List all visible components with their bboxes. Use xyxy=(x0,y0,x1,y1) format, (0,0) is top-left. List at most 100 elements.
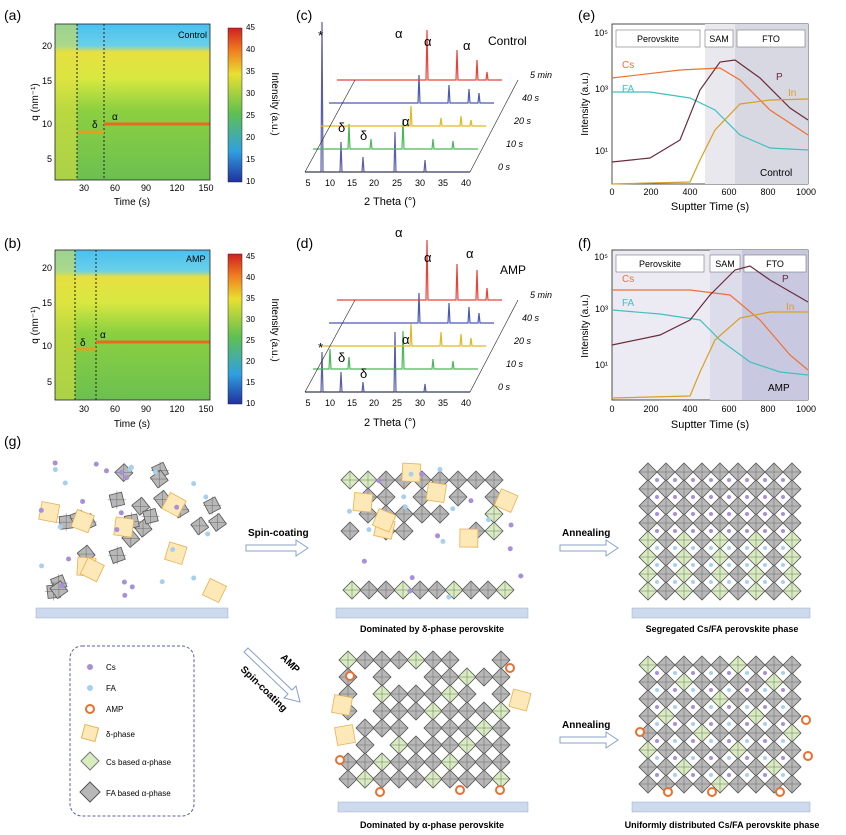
series-p xyxy=(611,265,809,346)
ion xyxy=(727,529,731,533)
ion xyxy=(709,722,713,726)
svg-text:α: α xyxy=(424,34,432,49)
ion xyxy=(763,705,767,709)
ion xyxy=(655,529,659,533)
x-ticks: 30 60 90 120 150 xyxy=(79,404,214,414)
ion xyxy=(709,529,713,533)
region-label: FTO xyxy=(766,259,784,269)
ion xyxy=(124,475,130,481)
svg-text:20: 20 xyxy=(246,357,255,366)
svg-text:600: 600 xyxy=(721,187,736,197)
svg-text:35: 35 xyxy=(438,178,448,188)
svg-text:10: 10 xyxy=(42,119,52,129)
amp-molecule xyxy=(345,671,355,681)
ion xyxy=(691,722,695,726)
svg-text:15: 15 xyxy=(347,398,357,408)
ion xyxy=(655,688,659,692)
x-label: Time (s) xyxy=(114,197,150,208)
ion xyxy=(52,467,58,473)
amp-molecule xyxy=(455,785,465,795)
ion xyxy=(93,461,99,467)
svg-text:45: 45 xyxy=(246,23,255,32)
svg-text:1000: 1000 xyxy=(796,187,816,197)
ion xyxy=(691,546,695,550)
ion xyxy=(709,512,713,516)
amp-molecule xyxy=(707,787,717,797)
ion xyxy=(485,517,491,523)
panel-e: (e) Perovskite SAM FTO Cs FA P In Contro… xyxy=(578,7,816,213)
heatmap xyxy=(55,250,210,400)
svg-text:α: α xyxy=(424,250,432,265)
ion xyxy=(691,478,695,482)
ion xyxy=(745,478,749,482)
region-label: SAM xyxy=(715,259,735,269)
ion xyxy=(191,575,197,581)
svg-text:δ: δ xyxy=(360,128,367,143)
delta-phase-block xyxy=(459,528,479,548)
y-label: Intensity (a.u.) xyxy=(580,72,591,135)
ion xyxy=(763,580,767,584)
ion xyxy=(655,563,659,567)
arrow-icon xyxy=(245,539,309,557)
ion xyxy=(709,688,713,692)
arrow-icon xyxy=(559,539,619,557)
ion xyxy=(781,739,785,743)
svg-text:800: 800 xyxy=(760,187,775,197)
panel-label: (d) xyxy=(296,235,313,251)
ion xyxy=(673,580,677,584)
y-ticks: 5 10 15 20 xyxy=(42,263,52,387)
svg-text:10⁵: 10⁵ xyxy=(594,28,608,38)
alpha-label: α xyxy=(112,112,118,123)
ion xyxy=(781,512,785,516)
ion xyxy=(673,546,677,550)
cs-icon xyxy=(87,664,93,670)
ion xyxy=(673,739,677,743)
ion xyxy=(781,563,785,567)
svg-text:20 s: 20 s xyxy=(513,336,532,346)
time-labels: 5 min 40 s 20 s 10 s 0 s xyxy=(498,290,552,392)
svg-text:40: 40 xyxy=(246,45,255,54)
svg-text:35: 35 xyxy=(438,398,448,408)
svg-text:150: 150 xyxy=(198,183,213,193)
delta-phase-block xyxy=(508,688,532,712)
svg-text:0 s: 0 s xyxy=(498,382,511,392)
tag: Control xyxy=(178,30,207,40)
ion xyxy=(727,705,731,709)
ion xyxy=(709,580,713,584)
delta-phase-block xyxy=(70,509,95,534)
svg-text:15: 15 xyxy=(246,378,255,387)
ion xyxy=(745,739,749,743)
legend-label: FA xyxy=(622,298,635,309)
ion xyxy=(191,481,197,487)
ion xyxy=(745,512,749,516)
ion xyxy=(763,563,767,567)
svg-text:45: 45 xyxy=(246,252,255,261)
tag: AMP xyxy=(768,383,790,394)
svg-text:10: 10 xyxy=(325,398,335,408)
ion xyxy=(655,722,659,726)
ion xyxy=(745,529,749,533)
svg-text:800: 800 xyxy=(760,404,775,414)
ion xyxy=(745,705,749,709)
ion xyxy=(781,756,785,760)
series-in xyxy=(611,98,809,185)
region-label: FTO xyxy=(762,34,780,44)
ion xyxy=(709,478,713,482)
ion xyxy=(763,495,767,499)
ion xyxy=(763,739,767,743)
amp-molecule xyxy=(495,785,505,795)
series-p xyxy=(611,59,809,163)
xrd-trace xyxy=(321,323,486,347)
delta-phase-block xyxy=(425,481,447,504)
svg-text:90: 90 xyxy=(141,183,151,193)
svg-text:35: 35 xyxy=(246,67,255,76)
amp-molecule xyxy=(663,787,673,797)
svg-text:200: 200 xyxy=(643,187,658,197)
panel-label: (f) xyxy=(578,235,591,251)
panel-label: (e) xyxy=(578,7,595,23)
y-ticks: 10¹ 10³ 10⁵ xyxy=(594,28,608,156)
ion xyxy=(709,705,713,709)
ion xyxy=(781,546,785,550)
tag: AMP xyxy=(186,254,206,264)
time-labels: 5 min 40 s 20 s 10 s 0 s xyxy=(498,70,552,172)
